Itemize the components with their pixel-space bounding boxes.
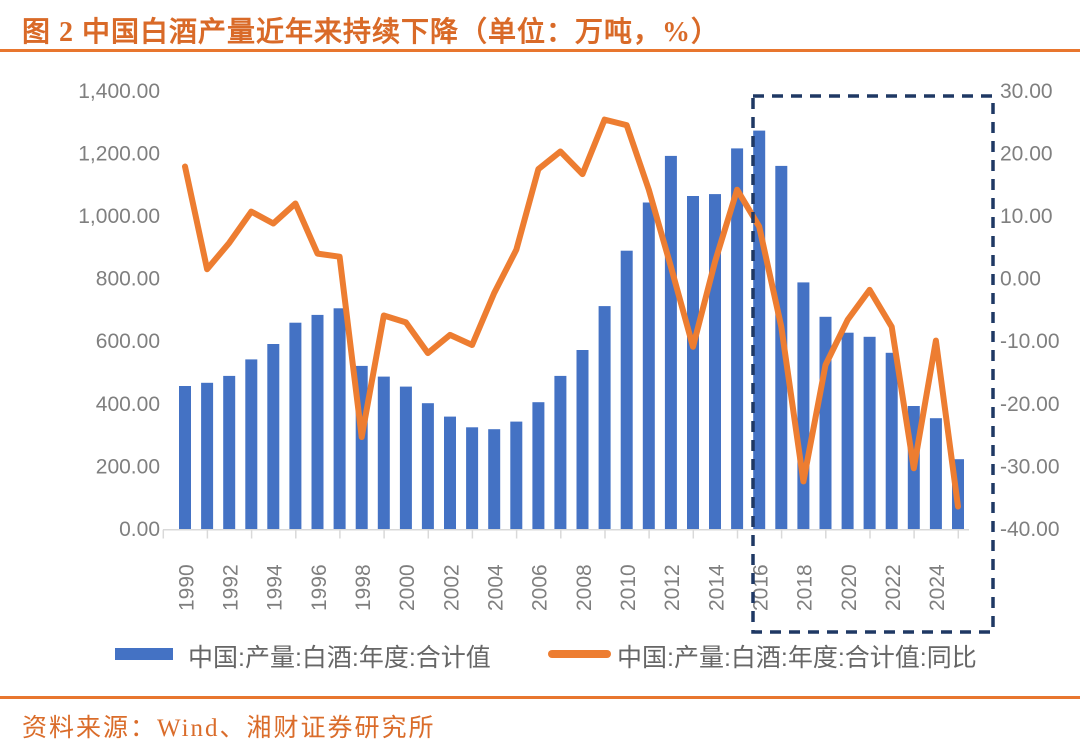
svg-text:2024: 2024 [926, 564, 949, 611]
bar-2020 [841, 332, 854, 529]
bar-2005 [510, 421, 523, 529]
svg-text:2016: 2016 [750, 564, 773, 611]
bar-2018 [797, 282, 810, 529]
svg-text:1996: 1996 [308, 564, 331, 611]
svg-text:-10.00: -10.00 [1000, 330, 1060, 353]
bar-2019 [819, 316, 832, 529]
legend: 中国:产量:白酒:年度:合计值 中国:产量:白酒:年度:合计值:同比 [115, 644, 977, 672]
bar-1993 [245, 359, 258, 529]
bar-1995 [289, 322, 302, 529]
bar-1991 [201, 382, 214, 529]
bar-2021 [863, 336, 876, 529]
bar-2010 [620, 250, 633, 529]
bar-2004 [488, 429, 501, 529]
bar-1990 [179, 386, 191, 529]
highlight-box [751, 94, 995, 634]
bar-2016 [753, 130, 766, 529]
svg-text:1,200.00: 1,200.00 [78, 142, 160, 165]
svg-text:1992: 1992 [220, 564, 243, 611]
legend-bar-label: 中国:产量:白酒:年度:合计值 [188, 644, 491, 672]
svg-text:1990: 1990 [175, 564, 198, 611]
bar-2015 [731, 148, 744, 529]
svg-text:2012: 2012 [661, 564, 684, 611]
bar-2024 [929, 418, 942, 529]
svg-text:1994: 1994 [264, 564, 287, 611]
svg-text:30.00: 30.00 [1000, 80, 1053, 103]
svg-text:1,000.00: 1,000.00 [78, 205, 160, 228]
svg-text:2010: 2010 [617, 564, 640, 611]
bar-2011 [642, 202, 655, 529]
bar-1994 [267, 344, 280, 529]
right-axis-labels: 30.00 20.00 10.00 0.00 -10.00 -20.00 -30.00 -40… [1000, 80, 1060, 541]
chart-canvas: 1990 1992 1994 1996 1998 2000 2002 2004 2006 2008… [78, 80, 1060, 672]
bar-2009 [598, 306, 611, 529]
svg-text:10.00: 10.00 [1000, 205, 1053, 228]
svg-text:0.00: 0.00 [119, 518, 160, 541]
bar-2022 [885, 352, 898, 529]
legend-bar-swatch [115, 648, 173, 660]
svg-text:2018: 2018 [794, 564, 817, 611]
bar-2002 [444, 416, 456, 529]
yoy-line [182, 116, 961, 510]
svg-text:20.00: 20.00 [1000, 142, 1053, 165]
footer-divider [0, 696, 1080, 699]
bar-2007 [554, 375, 567, 529]
bar-2006 [532, 402, 545, 529]
svg-text:2000: 2000 [396, 564, 419, 611]
left-axis-labels: 1,400.00 1,200.00 1,000.00 800.00 600.00 400.… [78, 80, 160, 541]
svg-text:2008: 2008 [573, 564, 596, 611]
svg-text:400.00: 400.00 [96, 393, 160, 416]
legend-line-label: 中国:产量:白酒:年度:合计值:同比 [617, 644, 977, 672]
bar-1996 [311, 314, 324, 529]
svg-text:2004: 2004 [485, 564, 508, 611]
x-axis [162, 528, 969, 539]
bar-2013 [687, 196, 699, 529]
svg-text:600.00: 600.00 [96, 330, 160, 353]
bar-2012 [664, 155, 677, 529]
bar-1992 [223, 375, 236, 529]
svg-text:2020: 2020 [838, 564, 861, 611]
svg-text:0.00: 0.00 [1000, 268, 1041, 291]
bar-2003 [466, 427, 479, 529]
svg-text:2002: 2002 [440, 564, 463, 611]
bar-2008 [576, 350, 589, 529]
bar-2000 [399, 386, 412, 529]
svg-text:2022: 2022 [882, 564, 905, 611]
svg-text:200.00: 200.00 [96, 455, 160, 478]
svg-text:2014: 2014 [705, 564, 728, 611]
bar-1997 [333, 308, 346, 529]
svg-text:2006: 2006 [529, 564, 552, 611]
bar-1999 [377, 376, 390, 529]
bars-series [179, 130, 964, 529]
svg-text:1998: 1998 [352, 564, 375, 611]
svg-text:-20.00: -20.00 [1000, 393, 1060, 416]
x-tick-labels: 1990 1992 1994 1996 1998 2000 2002 2004 2006 2008… [175, 564, 949, 611]
figure-title: 图 2 中国白酒产量近年来持续下降（单位：万吨，%） [22, 17, 721, 48]
svg-text:-40.00: -40.00 [1000, 518, 1060, 541]
bar-2001 [421, 403, 434, 529]
title-divider [0, 49, 1080, 52]
svg-text:1,400.00: 1,400.00 [78, 80, 160, 103]
svg-text:800.00: 800.00 [96, 268, 160, 291]
source-note: 资料来源：Wind、湘财证券研究所 [22, 715, 436, 742]
svg-text:-30.00: -30.00 [1000, 455, 1060, 478]
